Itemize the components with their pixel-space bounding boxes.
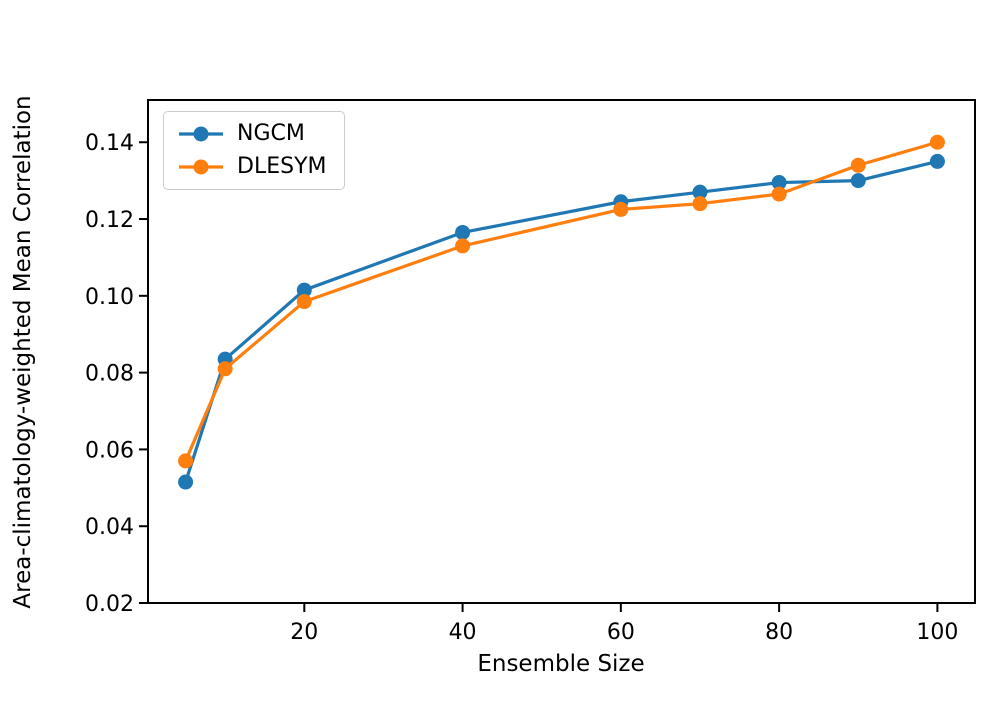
plot-area-border [147, 99, 976, 604]
legend-entry-dlesym: DLESYM [177, 156, 326, 178]
x-tick-label: 100 [916, 620, 958, 645]
legend-marker-ngcm-icon [179, 126, 223, 142]
data-point-ngcm [771, 175, 787, 191]
data-point-ngcm [296, 282, 312, 298]
y-axis-ticks: 0.02 0.04 0.06 0.08 0.10 0.12 0.14 [85, 131, 148, 617]
y-tick-label: 0.02 [85, 592, 134, 617]
y-tick-label: 0.08 [85, 362, 134, 387]
data-point-dlesym [455, 238, 471, 254]
legend: NGCM DLESYM [163, 111, 346, 190]
data-point-dlesym [692, 196, 708, 212]
legend-label-dlesym: DLESYM [237, 154, 327, 179]
x-tick-label: 60 [607, 620, 635, 645]
y-axis-label: Area-climatology-weighted Mean Correlati… [10, 95, 36, 608]
series-line-ngcm [183, 159, 940, 484]
data-point-dlesym [217, 361, 233, 377]
x-axis-ticks: 20 40 60 80 100 [290, 603, 958, 645]
data-point-ngcm [850, 173, 866, 189]
y-tick-label: 0.10 [85, 285, 134, 310]
data-point-dlesym [296, 294, 312, 310]
legend-label-ngcm: NGCM [237, 121, 305, 146]
legend-entry-ngcm: NGCM [177, 123, 326, 145]
data-point-dlesym [850, 157, 866, 173]
series-group [178, 134, 945, 490]
y-tick-label: 0.04 [85, 515, 134, 540]
data-point-ngcm [455, 224, 471, 240]
legend-dot-ngcm [193, 126, 209, 142]
data-point-dlesym [771, 186, 787, 202]
data-point-dlesym [929, 134, 945, 150]
x-axis-label: Ensemble Size [477, 651, 644, 677]
x-tick-label: 40 [449, 620, 477, 645]
y-tick-label: 0.06 [85, 438, 134, 463]
data-point-dlesym [613, 201, 629, 217]
legend-marker-dlesym-icon [179, 159, 223, 175]
x-tick-label: 20 [290, 620, 318, 645]
y-tick-label: 0.12 [85, 208, 134, 233]
data-point-dlesym [178, 453, 194, 469]
x-tick-label: 80 [765, 620, 793, 645]
data-point-ngcm [178, 474, 194, 490]
data-point-ngcm [692, 184, 708, 200]
y-tick-label: 0.14 [85, 131, 134, 156]
legend-dot-dlesym [193, 159, 209, 175]
data-point-ngcm [929, 153, 945, 169]
